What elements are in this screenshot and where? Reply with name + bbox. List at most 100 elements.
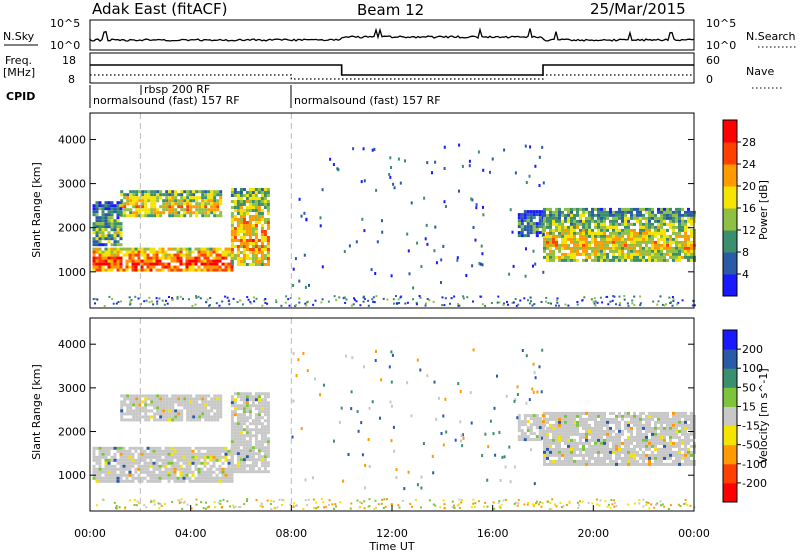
scatter-cell	[494, 453, 497, 457]
scatter-cell	[678, 456, 681, 460]
scatter-cell	[654, 234, 657, 238]
scatter-cell	[672, 246, 675, 250]
scatter-cell	[585, 417, 588, 421]
scatter-cell	[672, 420, 675, 424]
scatter-cell	[669, 423, 672, 427]
scatter-cell	[171, 297, 174, 299]
scatter-cell	[152, 467, 156, 471]
nave-tick-top: 60	[706, 54, 720, 67]
scatter-cell	[496, 374, 498, 378]
scatter-cell	[564, 432, 567, 436]
scatter-cell	[639, 246, 642, 250]
scatter-cell	[624, 252, 627, 256]
scatter-cell	[524, 274, 527, 278]
scatter-cell	[564, 213, 567, 217]
scatter-cell	[596, 503, 599, 506]
scatter-cell	[263, 197, 267, 200]
scatter-cell	[254, 428, 258, 432]
scatter-cell	[600, 222, 603, 226]
scatter-cell	[188, 464, 192, 468]
scatter-cell	[248, 194, 252, 197]
scatter-cell	[567, 304, 570, 307]
scatter-cell	[678, 213, 681, 217]
scatter-cell	[282, 499, 285, 502]
scatter-cell	[203, 265, 207, 269]
scatter-cell	[233, 215, 237, 218]
scatter-cell	[219, 202, 223, 206]
scatter-cell	[119, 234, 123, 238]
scatter-cell	[570, 207, 573, 211]
scatter-cell	[257, 401, 261, 405]
scatter-cell	[118, 506, 121, 509]
scatter-cell	[663, 462, 666, 466]
scatter-cell	[567, 258, 570, 262]
x-tick-label: 16:00	[477, 527, 509, 540]
scatter-cell	[633, 234, 636, 238]
scatter-cell	[630, 252, 633, 256]
scatter-cell	[107, 219, 111, 223]
scatter-cell	[251, 464, 255, 468]
scatter-cell	[690, 462, 693, 466]
scatter-cell	[176, 268, 180, 272]
scatter-cell	[678, 219, 681, 223]
scatter-cell	[215, 268, 219, 272]
scatter-cell	[585, 237, 588, 241]
scatter-cell	[576, 213, 579, 217]
scatter-cell	[549, 255, 552, 259]
scatter-cell	[630, 453, 633, 457]
scatter-cell	[155, 476, 159, 480]
scatter-cell	[263, 425, 267, 429]
scatter-cell	[561, 417, 564, 421]
scatter-cell	[555, 417, 558, 421]
scatter-cell	[588, 255, 591, 259]
scatter-cell	[624, 423, 627, 427]
scatter-cell	[549, 207, 552, 211]
scatter-cell	[233, 254, 237, 257]
scatter-cell	[167, 446, 171, 450]
scatter-cell	[263, 203, 267, 206]
scatter-cell	[690, 432, 693, 436]
scatter-cell	[600, 213, 603, 217]
scatter-cell	[654, 444, 657, 448]
scatter-cell	[651, 231, 654, 235]
scatter-cell	[159, 394, 163, 398]
scatter-cell	[158, 470, 162, 474]
colorbar-band	[723, 406, 737, 426]
scatter-cell	[260, 416, 264, 420]
scatter-cell	[612, 447, 615, 451]
scatter-cell	[633, 502, 636, 505]
scatter-cell	[266, 446, 270, 450]
scatter-cell	[197, 476, 201, 480]
scatter-cell	[191, 265, 195, 269]
scatter-cell	[576, 423, 579, 427]
scatter-cell	[508, 445, 511, 449]
scatter-cell	[218, 259, 222, 263]
scatter-cell	[384, 505, 387, 508]
scatter-cell	[248, 392, 252, 396]
scatter-cell	[597, 240, 600, 244]
scatter-cell	[206, 455, 210, 459]
scatter-cell	[524, 144, 527, 148]
scatter-cell	[242, 452, 246, 456]
scatter-cell	[573, 222, 576, 226]
scatter-cell	[110, 446, 114, 450]
scatter-cell	[581, 299, 584, 302]
scatter-cell	[202, 507, 205, 509]
scatter-cell	[636, 441, 639, 445]
scatter-cell	[110, 458, 114, 462]
scatter-cell	[242, 215, 246, 218]
scatter-cell	[639, 453, 642, 457]
scatter-cell	[618, 231, 621, 235]
scatter-cell	[532, 225, 536, 229]
scatter-cell	[529, 222, 533, 226]
scatter-cell	[162, 208, 166, 212]
scatter-cell	[107, 204, 111, 208]
scatter-cell	[621, 255, 624, 259]
scatter-cell	[254, 230, 258, 233]
scatter-cell	[546, 255, 549, 259]
scatter-cell	[541, 429, 545, 433]
scatter-cell	[130, 299, 133, 301]
scatter-cell	[216, 202, 220, 206]
scatter-cell	[645, 222, 648, 226]
scatter-cell	[523, 503, 526, 506]
